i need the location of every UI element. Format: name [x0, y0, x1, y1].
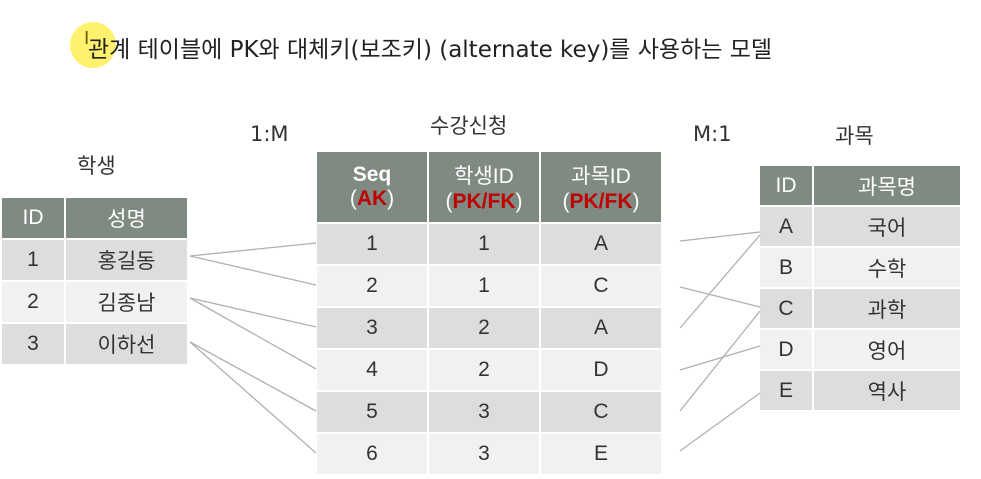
enrollments-cell: A: [541, 308, 661, 348]
enrollments-table: Seq (AK) 학생ID (PK/FK) 과목ID (PK/FK) 1 1 A…: [315, 150, 663, 476]
header-paren: ): [387, 187, 395, 210]
table-row: 2 1 C: [317, 266, 661, 306]
enrollments-header-subject-id: 과목ID (PK/FK): [541, 152, 661, 222]
students-cell: 이하선: [66, 324, 187, 364]
enrollments-cell: A: [541, 224, 661, 264]
text-cursor-icon: I: [84, 28, 90, 49]
header-paren: (: [349, 187, 357, 210]
table-row: E 역사: [760, 371, 960, 410]
header-paren: (: [445, 190, 453, 213]
connector-line: [189, 341, 317, 412]
table-row: B 수학: [760, 248, 960, 287]
enrollments-cell: 4: [317, 350, 427, 390]
cursor-highlight: [70, 22, 116, 68]
key-badge: PK/FK: [452, 190, 516, 213]
enrollments-header-student-id: 학생ID (PK/FK): [429, 152, 539, 222]
enrollments-cell: 2: [429, 350, 539, 390]
subjects-cell: E: [760, 371, 812, 410]
table-row: C 과학: [760, 289, 960, 328]
subjects-cell: 국어: [814, 207, 960, 246]
header-paren: ): [515, 190, 523, 213]
subjects-header-id: ID: [760, 166, 812, 205]
subjects-cell: B: [760, 248, 812, 287]
header-key: (PK/FK): [429, 190, 539, 214]
subjects-cell: A: [760, 207, 812, 246]
table-row: 1 홍길동: [2, 240, 187, 280]
header-key: (PK/FK): [541, 190, 661, 214]
table-row: 6 3 E: [317, 434, 661, 474]
table-row: 1 1 A: [317, 224, 661, 264]
subjects-cell: C: [760, 289, 812, 328]
key-badge: AK: [356, 187, 388, 210]
slide-title: 관계 테이블에 PK와 대체키(보조키) (alternate key)를 사용…: [88, 37, 773, 63]
subjects-table: ID 과목명 A 국어 B 수학 C 과학 D 영어 E 역사: [758, 164, 962, 412]
subjects-cell: 역사: [814, 371, 960, 410]
table-row: 3 2 A: [317, 308, 661, 348]
table-row: 3 이하선: [2, 324, 187, 364]
subjects-table-label: 과목: [835, 124, 874, 148]
students-cell: 2: [2, 282, 64, 322]
connector-line: [679, 234, 761, 329]
students-header-name: 성명: [66, 198, 187, 238]
relation-one-to-many-label: 1:M: [250, 122, 289, 146]
relation-many-to-one-label: M:1: [693, 122, 732, 146]
key-badge: PK/FK: [569, 190, 633, 213]
enrollments-cell: 2: [317, 266, 427, 306]
students-table-label: 학생: [77, 154, 116, 178]
header-paren: (: [562, 190, 570, 213]
connector-line: [679, 310, 761, 412]
enrollments-cell: 6: [317, 434, 427, 474]
enrollments-table-label: 수강신청: [430, 114, 508, 138]
connector-line: [189, 297, 317, 328]
table-row: 2 김종남: [2, 282, 187, 322]
connector-line: [189, 242, 317, 257]
enrollments-cell: 1: [317, 224, 427, 264]
enrollments-header-row: Seq (AK) 학생ID (PK/FK) 과목ID (PK/FK): [317, 152, 661, 222]
students-header-id: ID: [2, 198, 64, 238]
subjects-cell: D: [760, 330, 812, 369]
table-row: D 영어: [760, 330, 960, 369]
students-cell: 3: [2, 324, 64, 364]
subjects-cell: 과학: [814, 289, 960, 328]
subjects-header-name: 과목명: [814, 166, 960, 205]
header-name: 과목ID: [571, 165, 631, 188]
enrollments-cell: 3: [429, 434, 539, 474]
students-table: ID 성명 1 홍길동 2 김종남 3 이하선: [0, 196, 189, 366]
header-name: 학생ID: [454, 165, 514, 188]
connector-line: [679, 345, 761, 371]
students-cell: 김종남: [66, 282, 187, 322]
connector-line: [679, 392, 761, 452]
enrollments-cell: 5: [317, 392, 427, 432]
table-row: A 국어: [760, 207, 960, 246]
enrollments-cell: 3: [429, 392, 539, 432]
enrollments-cell: 2: [429, 308, 539, 348]
connector-line: [189, 255, 317, 286]
students-header-row: ID 성명: [2, 198, 187, 238]
enrollments-cell: C: [541, 266, 661, 306]
enrollments-cell: E: [541, 434, 661, 474]
enrollments-cell: 3: [317, 308, 427, 348]
enrollments-cell: 1: [429, 266, 539, 306]
table-row: 5 3 C: [317, 392, 661, 432]
enrollments-cell: 1: [429, 224, 539, 264]
table-row: 4 2 D: [317, 350, 661, 390]
connector-line: [189, 297, 317, 370]
header-key: (AK): [317, 187, 427, 211]
enrollments-header-seq: Seq (AK): [317, 152, 427, 222]
header-paren: ): [632, 190, 640, 213]
header-name: Seq: [352, 163, 392, 186]
connector-line: [679, 286, 761, 308]
students-cell: 홍길동: [66, 240, 187, 280]
subjects-cell: 영어: [814, 330, 960, 369]
connector-line: [189, 341, 317, 454]
connector-line: [679, 231, 761, 242]
subjects-header-row: ID 과목명: [760, 166, 960, 205]
students-cell: 1: [2, 240, 64, 280]
subjects-cell: 수학: [814, 248, 960, 287]
enrollments-cell: C: [541, 392, 661, 432]
enrollments-cell: D: [541, 350, 661, 390]
